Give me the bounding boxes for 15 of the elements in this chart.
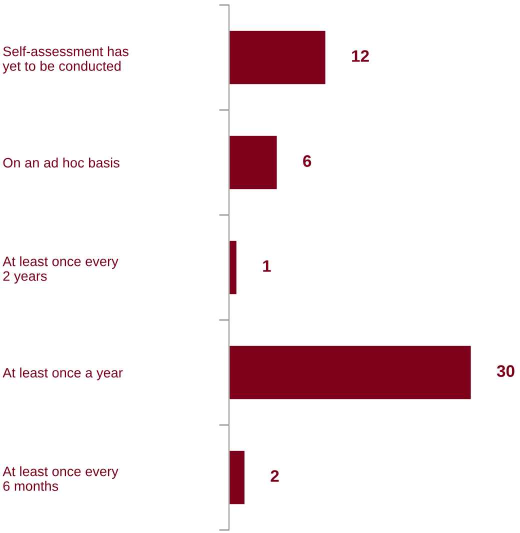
data-label: 6 bbox=[303, 155, 312, 167]
data-label: 12 bbox=[352, 50, 369, 62]
y-tick-label: At least once every 6 months bbox=[2, 466, 118, 491]
bar bbox=[229, 450, 246, 506]
y-tick-label: Self-assessment has yet to be conducted bbox=[2, 46, 128, 74]
data-label: 2 bbox=[270, 470, 279, 482]
y-tick-label: On an ad hoc basis bbox=[3, 158, 120, 168]
y-tick-label: At least once a year bbox=[2, 368, 123, 380]
bar bbox=[229, 134, 278, 190]
bar bbox=[229, 344, 472, 400]
data-label: 30 bbox=[496, 365, 514, 377]
data-label: 1 bbox=[263, 260, 271, 272]
bar bbox=[229, 240, 238, 296]
bar bbox=[229, 30, 327, 86]
y-tick-label: At least once every 2 years bbox=[2, 256, 118, 284]
